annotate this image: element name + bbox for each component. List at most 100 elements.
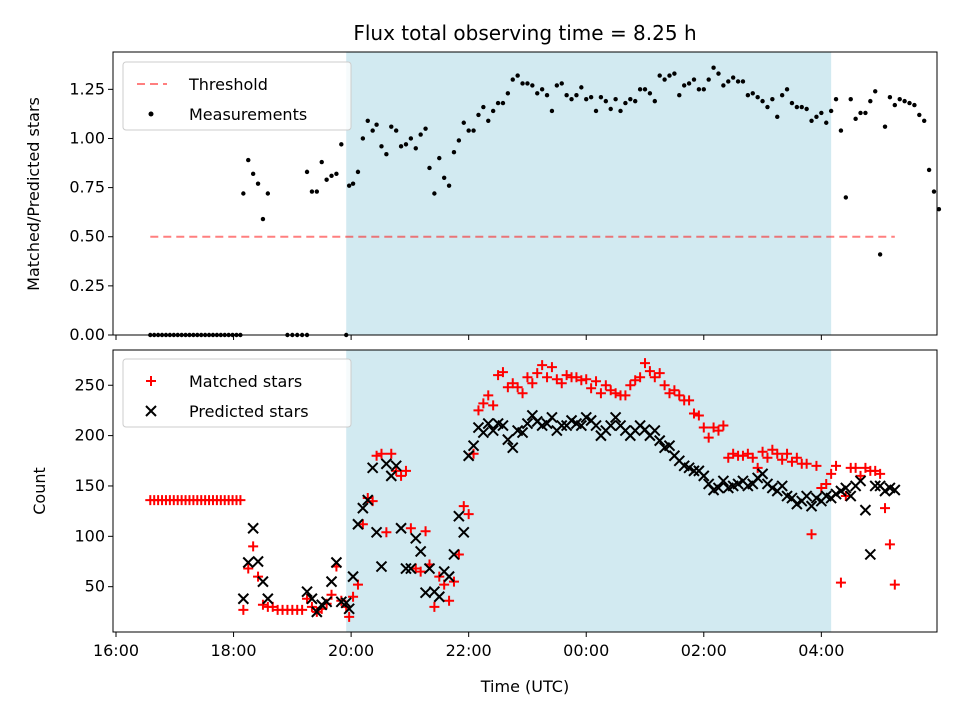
bottom-ylabel: Count [30,467,49,515]
legend-matched-label: Matched stars [189,372,302,391]
measurement-point [579,85,584,90]
matched-star-point [478,398,489,409]
measurement-point [642,87,648,92]
matched-star-point [473,405,484,416]
predicted-star-point [845,490,857,502]
measurement-point [922,118,927,123]
matched-star-point [855,470,866,481]
matched-star-point [752,462,763,473]
matched-star-point [429,601,440,612]
bottom-xtick-label: 22:00 [446,641,492,660]
matched-star-point [669,385,680,396]
measurement-point [365,118,370,123]
measurement-point [525,81,530,86]
matched-star-point [591,376,602,387]
predicted-star-point [347,570,359,583]
bottom-ytick-label: 250 [74,375,105,394]
predicted-star-point [458,526,470,539]
measurement-point [848,96,853,102]
predicted-star-point [698,470,710,482]
top-legend: Threshold Measurements [122,61,352,131]
measurement-point [389,124,394,129]
matched-star-point [801,458,812,469]
measurement-point [408,136,414,141]
predicted-star-point [390,460,402,472]
measurement-point [887,95,893,100]
measurement-point [765,104,770,110]
matched-star-point [791,452,802,463]
measurement-point [329,173,334,179]
predicted-star-point [712,482,725,494]
measurement-point [897,96,902,102]
predicted-star-point [889,484,901,496]
matched-star-point [635,372,646,383]
measurement-point [833,96,839,102]
predicted-star-point [663,439,676,452]
measurement-point [657,73,662,78]
predicted-star-point [410,532,422,545]
measurement-point [539,87,545,92]
matched-star-point [772,448,783,459]
matched-star-point [674,390,685,401]
matched-star-point [522,372,533,383]
measurement-point [907,100,912,106]
measurement-point [623,100,628,106]
matched-star-point [546,362,557,373]
predicted-star-point [306,593,318,605]
predicted-star-point [556,419,568,432]
measurement-point [755,95,760,100]
predicted-star-point [453,510,465,522]
matched-star-point [297,604,308,615]
bottom-ytick-label: 50 [85,577,105,596]
matched-star-point [595,388,606,399]
bottom-xtick-label: 20:00 [328,641,374,660]
measurement-point [775,114,780,120]
top-axes-frame [112,51,938,336]
matched-star-point [561,370,572,381]
matched-star-point [257,599,268,610]
matched-star-point [777,454,788,465]
measurement-point [255,181,261,186]
predicted-star-point [247,522,259,534]
measurement-point [711,65,716,70]
predicted-star-point [252,555,264,568]
matched-star-point [747,452,758,463]
matched-star-point [532,368,543,379]
matched-star-point [517,388,528,399]
matched-star-point [835,577,846,588]
predicted-star-point [311,606,323,618]
predicted-star-point [340,597,352,609]
measurement-point [379,144,384,149]
predicted-star-point [385,470,397,482]
bottom-xtick-label: 02:00 [681,641,727,660]
measurement-point [515,73,520,78]
measurement-point [647,91,653,96]
predicted-star-point [864,548,877,561]
predicted-star-point [405,562,417,575]
matched-star-point [556,378,567,389]
predicted-star-point [414,545,427,558]
matched-star-point [688,408,699,419]
legend-predicted-label: Predicted stars [189,402,309,421]
measurement-point [432,191,437,196]
matched-star-point [811,460,822,471]
bottom-xlabel: Time (UTC) [480,677,569,696]
matched-star-point [512,382,523,393]
measurement-point [750,91,755,96]
predicted-star-point [357,502,369,514]
bottom-yticks: 50 100 150 200 250 [74,375,113,596]
predicted-star-point [502,433,514,446]
predicted-star-point [649,424,661,437]
measurement-point [603,98,609,104]
measurement-point [613,96,618,102]
measurement-point [868,98,873,104]
measurement-point [374,122,379,127]
predicted-star-point [433,591,445,603]
measurement-point [598,95,604,100]
measurement-point [618,108,623,114]
measurement-point [350,181,356,186]
measurement-point [843,195,849,200]
measurement-point [427,165,432,171]
measurement-point [535,91,540,96]
measurement-point [319,159,324,165]
